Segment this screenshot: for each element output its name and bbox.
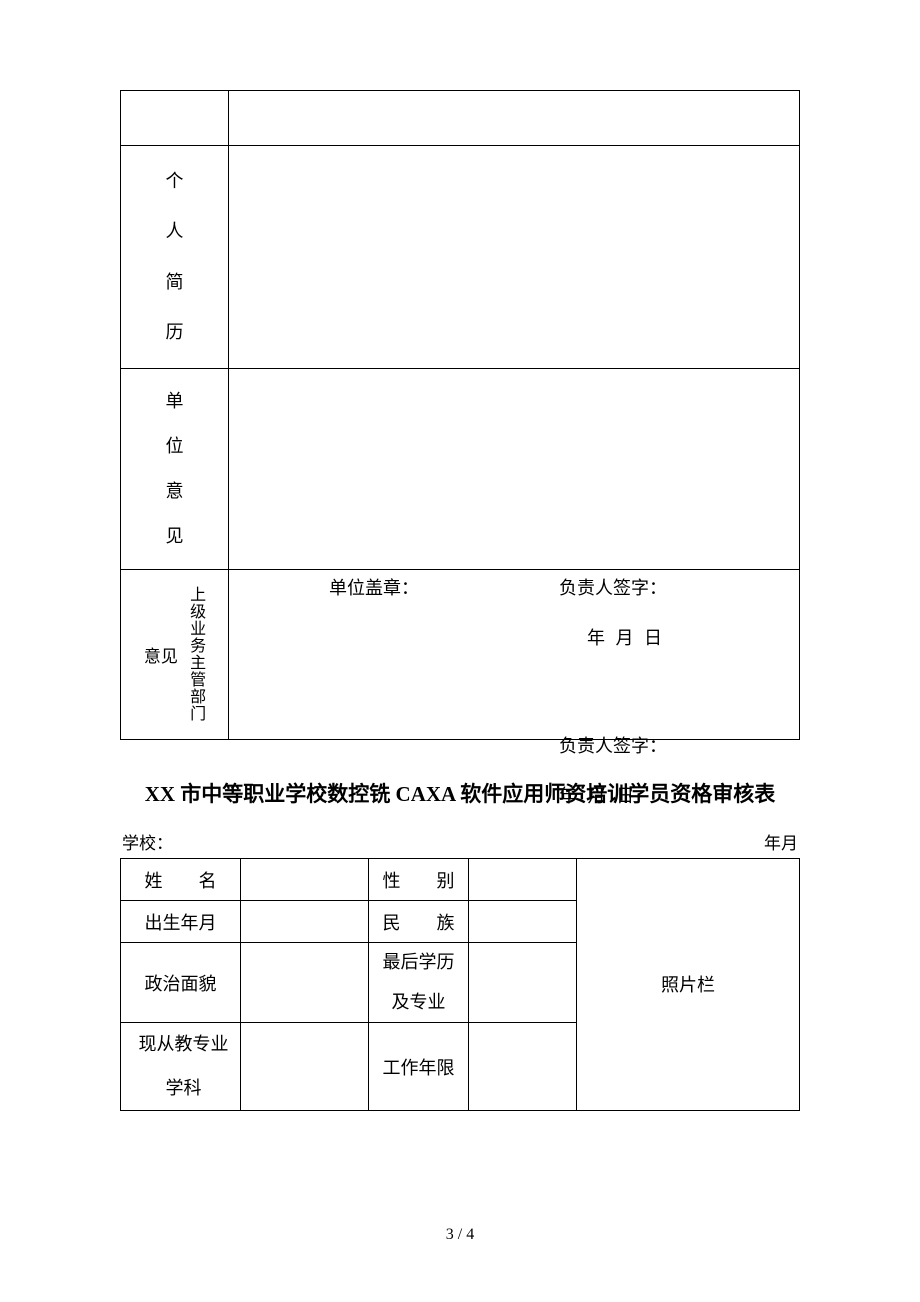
education-label-2: 及专业 xyxy=(369,983,468,1023)
name-value-cell xyxy=(241,859,369,901)
subject-value-cell xyxy=(241,1023,369,1110)
unit-date-text: 年 月 日 xyxy=(587,624,665,650)
empty-label-cell xyxy=(121,91,229,146)
table-row xyxy=(121,91,800,146)
superior-label-vertical: 上级业务主管部门 xyxy=(186,586,205,722)
label-char: 意 xyxy=(166,469,184,514)
applicant-info-table: 姓 名 性 别 照片栏 出生年月 民 族 政治面貌 最后学历 及专业 现从教专业… xyxy=(120,858,800,1111)
school-line: 学校： 年月 xyxy=(120,829,800,854)
label-char: 见 xyxy=(166,514,184,559)
ethnic-label-cell: 民 族 xyxy=(369,901,469,943)
label-char: 简 xyxy=(166,257,184,307)
gender-value-cell xyxy=(469,859,577,901)
subject-label-1: 现从教专业 xyxy=(127,1023,240,1066)
page-footer: 3 / 4 xyxy=(0,1226,920,1244)
table-row: 个 人 简 历 xyxy=(121,146,800,369)
label-char: 人 xyxy=(166,206,184,256)
resume-value-cell xyxy=(229,146,800,369)
table-row: 意见 上级业务主管部门 负责人签字： 年 月 日 xyxy=(121,569,800,739)
superior-label-cell: 意见 上级业务主管部门 xyxy=(121,569,229,739)
gender-label-cell: 性 别 xyxy=(369,859,469,901)
work-years-label-cell: 工作年限 xyxy=(369,1023,469,1110)
subject-label-2: 学科 xyxy=(127,1067,240,1110)
empty-value-cell xyxy=(229,91,800,146)
name-label: 姓 名 xyxy=(145,871,217,891)
unit-label-cell: 单 位 意 见 xyxy=(121,368,229,569)
superior-sign-text: 负责人签字： xyxy=(559,732,667,758)
date-label: 年月 xyxy=(764,829,798,854)
superior-label-side: 意见 xyxy=(144,642,178,667)
work-years-label: 工作年限 xyxy=(383,1058,455,1078)
label-char: 个 xyxy=(166,156,184,206)
name-label-cell: 姓 名 xyxy=(121,859,241,901)
form-title: XX 市中等职业学校数控铣 CAXA 软件应用师资培训学员资格审核表 xyxy=(120,778,800,812)
label-char: 位 xyxy=(166,424,184,469)
label-char: 单 xyxy=(166,379,184,424)
education-value-cell xyxy=(469,943,577,1023)
school-label: 学校： xyxy=(122,829,173,854)
superior-value-cell: 负责人签字： 年 月 日 xyxy=(229,569,800,739)
table-row: 姓 名 性 别 照片栏 xyxy=(121,859,800,901)
birth-label-cell: 出生年月 xyxy=(121,901,241,943)
political-value-cell xyxy=(241,943,369,1023)
upper-form-table: 个 人 简 历 单 位 意 见 单位盖章： 负责人签字： xyxy=(120,90,800,740)
gender-label: 性 别 xyxy=(383,871,455,891)
table-row: 单 位 意 见 单位盖章： 负责人签字： 年 月 日 xyxy=(121,368,800,569)
superior-label: 意见 上级业务主管部门 xyxy=(121,586,228,722)
superior-date-text: 年 月 日 xyxy=(559,782,637,808)
label-char: 历 xyxy=(166,307,184,357)
political-label: 政治面貌 xyxy=(145,974,217,994)
unit-seal-text: 单位盖章： xyxy=(329,574,419,600)
resume-label: 个 人 简 历 xyxy=(121,146,228,368)
unit-sign-text: 负责人签字： xyxy=(559,574,667,600)
ethnic-value-cell xyxy=(469,901,577,943)
photo-label: 照片栏 xyxy=(661,975,715,995)
photo-cell: 照片栏 xyxy=(577,859,800,1111)
birth-label: 出生年月 xyxy=(145,913,217,933)
birth-value-cell xyxy=(241,901,369,943)
unit-label: 单 位 意 见 xyxy=(121,369,228,569)
ethnic-label: 民 族 xyxy=(383,913,455,933)
education-label-1: 最后学历 xyxy=(369,943,468,983)
political-label-cell: 政治面貌 xyxy=(121,943,241,1023)
education-label-cell: 最后学历 及专业 xyxy=(369,943,469,1023)
unit-value-cell: 单位盖章： 负责人签字： 年 月 日 xyxy=(229,368,800,569)
page-container: 个 人 简 历 单 位 意 见 单位盖章： 负责人签字： xyxy=(0,0,920,1111)
resume-label-cell: 个 人 简 历 xyxy=(121,146,229,369)
subject-label-cell: 现从教专业 学科 xyxy=(121,1023,241,1110)
work-years-value-cell xyxy=(469,1023,577,1110)
